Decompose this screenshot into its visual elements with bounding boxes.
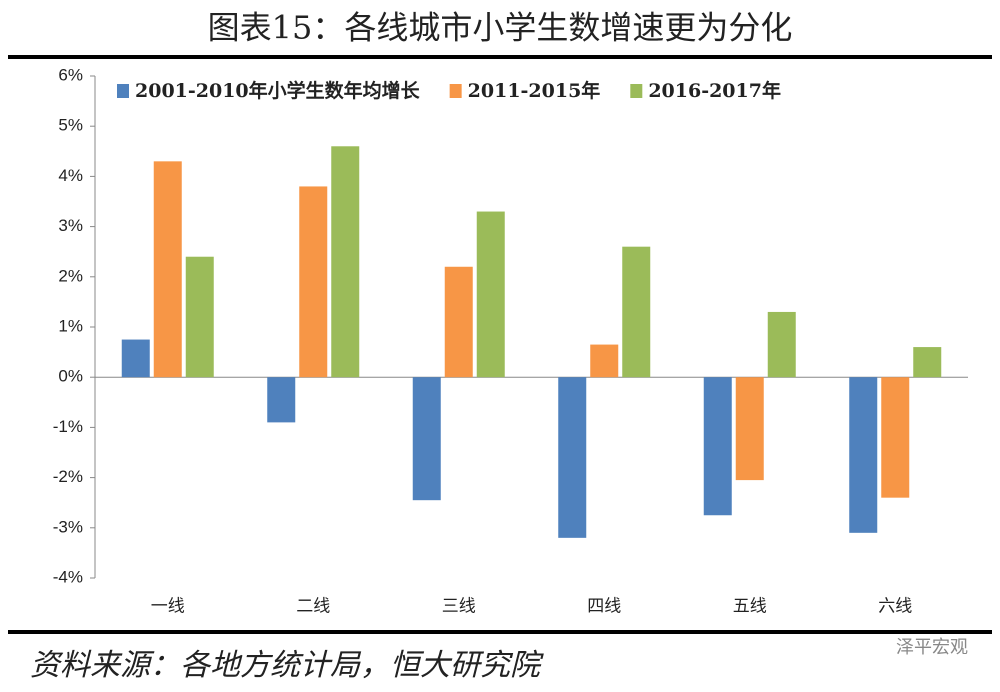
y-tick-label: -4% [53, 567, 83, 586]
y-tick-label: 5% [58, 116, 83, 135]
y-tick-label: 0% [58, 367, 83, 386]
bar [121, 339, 150, 378]
y-tick-label: 6% [58, 65, 83, 84]
bar [444, 266, 473, 378]
bar [913, 347, 942, 378]
legend-swatch [117, 84, 129, 98]
x-tick-label: 六线 [878, 597, 912, 617]
y-tick-label: -3% [53, 517, 83, 536]
legend-label: 2016-2017年 [648, 79, 781, 102]
chart-title: 图表15：各线城市小学生数增速更为分化 [208, 9, 793, 47]
x-tick-label: 二线 [296, 597, 330, 617]
bottom-rule [8, 630, 992, 634]
bar [703, 377, 732, 516]
x-tick-label: 一线 [151, 597, 185, 617]
y-tick-label: 4% [58, 166, 83, 185]
bar [299, 186, 328, 378]
bar [331, 146, 360, 378]
x-tick-label: 五线 [733, 597, 767, 617]
legend-label: 2001-2010年小学生数年均增长 [135, 79, 421, 102]
y-tick-label: 3% [58, 216, 83, 235]
y-tick-label: 1% [58, 316, 83, 335]
y-tick-label: -1% [53, 417, 83, 436]
legend-swatch [449, 84, 462, 98]
bar [153, 161, 182, 378]
bar [735, 377, 764, 481]
x-tick-label: 四线 [587, 597, 621, 617]
y-tick-label: 2% [58, 266, 83, 285]
bar [590, 344, 619, 378]
top-rule [8, 55, 992, 59]
bar [881, 377, 910, 498]
x-tick-label: 三线 [442, 597, 476, 617]
bar [476, 211, 505, 378]
bar [622, 246, 651, 378]
legend-label: 2011-2015年 [468, 79, 601, 102]
bar [767, 311, 796, 378]
legend-swatch [630, 84, 643, 98]
bar [849, 377, 878, 533]
y-tick-label: -2% [53, 467, 83, 486]
bar [558, 377, 587, 538]
bar [412, 377, 441, 501]
bar [267, 377, 296, 423]
watermark: 泽平宏观 [896, 637, 968, 658]
bar [185, 256, 214, 378]
source-note: 资料来源：各地方统计局，恒大研究院 [30, 648, 544, 683]
